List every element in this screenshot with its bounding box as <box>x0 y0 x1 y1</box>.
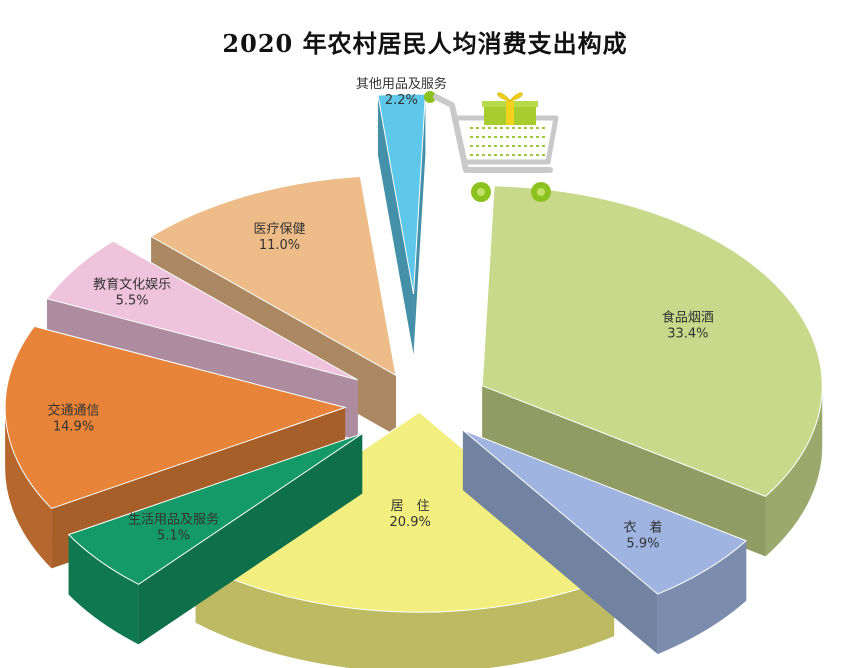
slice-value-label: 5.1% <box>157 528 190 543</box>
slice-value-label: 14.9% <box>53 419 94 434</box>
slice-category-label: 生活用品及服务 <box>128 511 219 527</box>
slice-category-label: 衣 着 <box>623 520 662 536</box>
chart-title: 2020 年农村居民人均消费支出构成 <box>222 29 628 58</box>
slice-value-label: 33.4% <box>667 327 708 342</box>
slice-category-label: 居 住 <box>391 499 430 514</box>
slice-category-label: 教育文化娱乐 <box>93 277 171 293</box>
slice-value-label: 2.2% <box>385 93 418 108</box>
slice-category-label: 其他用品及服务 <box>356 76 447 92</box>
slice-value-label: 20.9% <box>390 515 431 530</box>
slice-value-label: 5.5% <box>116 294 149 309</box>
pie-slice <box>481 185 823 557</box>
slice-value-label: 5.9% <box>626 537 659 552</box>
slice-category-label: 医疗保健 <box>253 222 305 237</box>
slice-category-label: 交通通信 <box>48 402 100 418</box>
slice-category-label: 食品烟酒 <box>662 310 714 326</box>
shopping-cart-icon <box>424 91 559 202</box>
pie-slice <box>462 429 748 655</box>
slices-layer <box>4 93 823 668</box>
slice-value-label: 11.0% <box>259 238 300 253</box>
pie-slice <box>67 433 363 645</box>
pie-slice <box>377 93 426 355</box>
